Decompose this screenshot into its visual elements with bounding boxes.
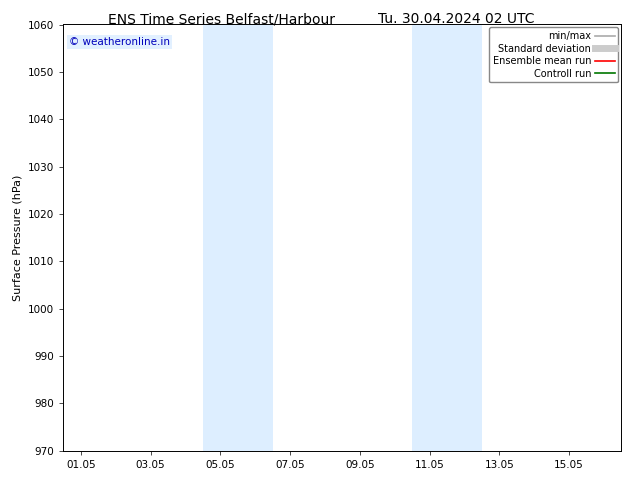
Legend: min/max, Standard deviation, Ensemble mean run, Controll run: min/max, Standard deviation, Ensemble me…: [489, 27, 618, 82]
Bar: [203, 24, 273, 451]
Text: © weatheronline.in: © weatheronline.in: [69, 37, 170, 48]
Bar: [412, 24, 482, 451]
Text: ENS Time Series Belfast/Harbour: ENS Time Series Belfast/Harbour: [108, 12, 335, 26]
Y-axis label: Surface Pressure (hPa): Surface Pressure (hPa): [13, 174, 23, 301]
Text: Tu. 30.04.2024 02 UTC: Tu. 30.04.2024 02 UTC: [378, 12, 534, 26]
